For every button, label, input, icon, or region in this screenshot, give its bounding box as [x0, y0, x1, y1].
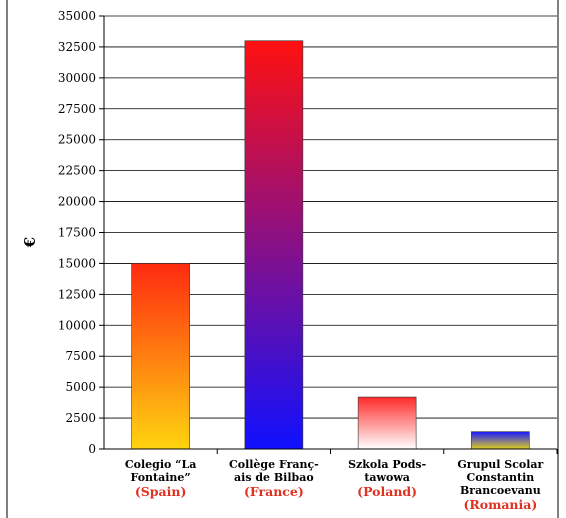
y-tick-label: 32500 — [58, 40, 96, 54]
y-tick-label: 7500 — [65, 349, 96, 363]
category-label: tawowa — [364, 471, 410, 484]
category-label: Grupul Scolar — [457, 458, 543, 471]
y-tick-label: 20000 — [58, 195, 96, 209]
category-country-label: (Spain) — [135, 484, 187, 499]
y-tick-label: 5000 — [65, 380, 96, 394]
category-country-label: (Poland) — [357, 484, 417, 499]
category-label: Collège Franç- — [229, 458, 319, 471]
bars — [131, 40, 530, 450]
category-country-label: (Romania) — [463, 497, 537, 512]
category-label: Fontaine” — [130, 471, 190, 484]
bar — [131, 263, 190, 450]
category-label: ais de Bilbao — [234, 471, 314, 484]
y-tick-label: 25000 — [58, 133, 96, 147]
y-tick-label: 2500 — [65, 411, 96, 425]
bar — [357, 396, 417, 450]
y-tick-label: 17500 — [58, 226, 96, 240]
y-tick-label: 12500 — [58, 287, 96, 301]
bar — [471, 431, 530, 450]
bar — [244, 40, 304, 450]
category-label: Brancoevanu — [460, 484, 541, 497]
category-label: Constantin — [467, 471, 535, 484]
y-tick-label: 0 — [88, 442, 96, 456]
category-country-label: (France) — [244, 484, 304, 499]
y-tick-labels: 0 2500 5000 7500 10000 12500 15000 17500 20000 22… — [58, 9, 104, 456]
y-tick-label: 30000 — [58, 71, 96, 85]
y-tick-label: 22500 — [58, 164, 96, 178]
y-tick-label: 35000 — [58, 9, 96, 23]
category-label: Colegio “La — [125, 458, 197, 471]
y-tick-label: 27500 — [58, 102, 96, 116]
y-tick-label: 15000 — [58, 256, 96, 270]
y-tick-label: 10000 — [58, 318, 96, 332]
category-label: Szkola Pods- — [348, 458, 426, 471]
y-axis-label: € — [21, 237, 39, 248]
